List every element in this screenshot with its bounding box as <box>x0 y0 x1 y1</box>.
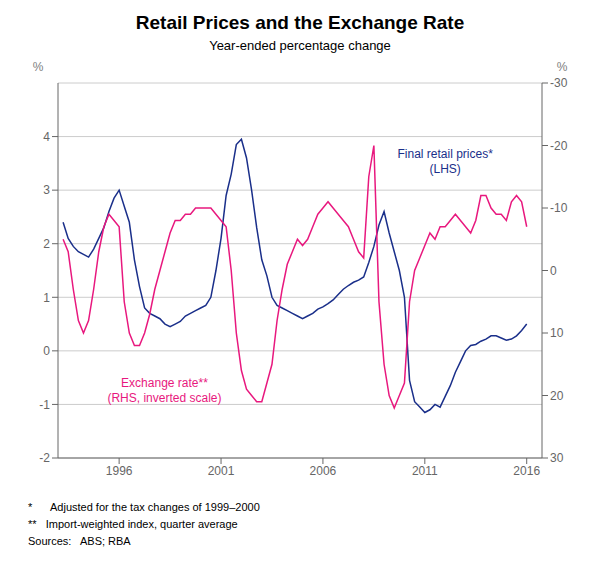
svg-text:30: 30 <box>550 451 564 465</box>
html-text:(LHS): (LHS) <box>429 161 461 176</box>
html-text:* Adjusted for the tax changes: * Adjusted for the tax changes of 1999–2… <box>28 501 260 513</box>
svg-text:2: 2 <box>43 237 50 251</box>
svg-text:-20: -20 <box>550 139 568 153</box>
svg-text:4: 4 <box>43 130 50 144</box>
html-text:Sources: ABS; RBA: Sources: ABS; RBA <box>28 535 131 547</box>
svg-text:-10: -10 <box>550 201 568 215</box>
svg-text:%: % <box>557 60 568 74</box>
svg-text:%: % <box>33 60 44 74</box>
svg-text:-2: -2 <box>39 451 50 465</box>
html-text:** Import-weighted index, quar: ** Import-weighted index, quarter averag… <box>28 518 238 530</box>
svg-text:2011: 2011 <box>412 464 438 478</box>
svg-text:3: 3 <box>43 183 50 197</box>
svg-text:-30: -30 <box>550 76 568 90</box>
svg-text:1996: 1996 <box>106 464 133 478</box>
svg-text:2006: 2006 <box>310 464 337 478</box>
html-text:(RHS, inverted scale): (RHS, inverted scale) <box>107 390 222 405</box>
svg-text:-1: -1 <box>39 398 50 412</box>
svg-text:0: 0 <box>43 344 50 358</box>
svg-text:1: 1 <box>43 291 50 305</box>
svg-text:2001: 2001 <box>208 464 235 478</box>
svg-text:0: 0 <box>550 264 557 278</box>
html-text:Final retail prices*: Final retail prices* <box>397 146 493 161</box>
svg-text:10: 10 <box>550 326 564 340</box>
html-text:Exchange rate**: Exchange rate** <box>121 375 208 390</box>
svg-text:20: 20 <box>550 389 564 403</box>
html-text:Retail Prices and the Exchange: Retail Prices and the Exchange Rate <box>135 12 465 33</box>
html-text:Year-ended percentage change: Year-ended percentage change <box>209 38 391 53</box>
svg-text:2016: 2016 <box>513 464 540 478</box>
